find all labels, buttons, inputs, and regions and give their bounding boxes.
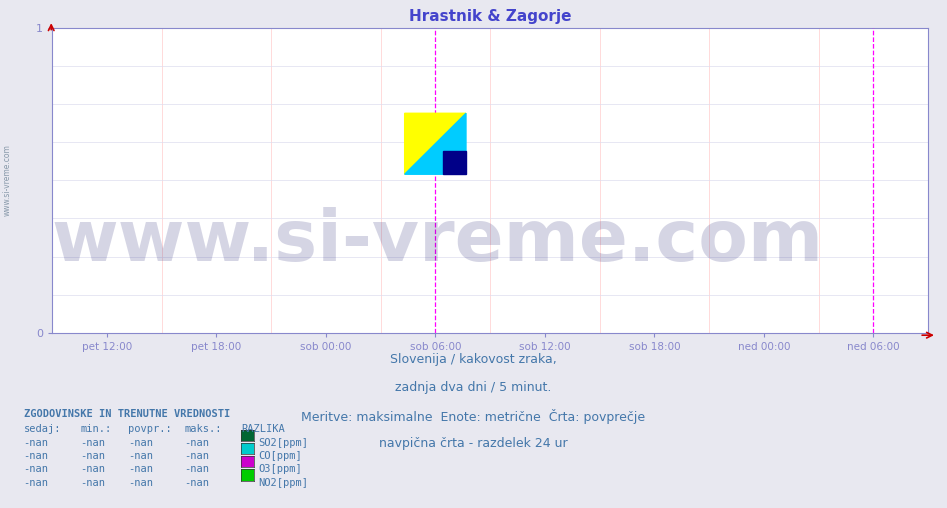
Text: -nan: -nan — [24, 464, 48, 474]
Text: ZGODOVINSKE IN TRENUTNE VREDNOSTI: ZGODOVINSKE IN TRENUTNE VREDNOSTI — [24, 409, 230, 419]
Text: min.:: min.: — [80, 424, 112, 434]
Text: -nan: -nan — [24, 451, 48, 461]
Text: -nan: -nan — [24, 478, 48, 488]
Text: -nan: -nan — [185, 438, 209, 448]
Bar — [443, 151, 466, 174]
Text: zadnja dva dni / 5 minut.: zadnja dva dni / 5 minut. — [395, 381, 552, 394]
Text: -nan: -nan — [24, 438, 48, 448]
Text: www.si-vreme.com: www.si-vreme.com — [3, 144, 12, 216]
Text: Meritve: maksimalne  Enote: metrične  Črta: povprečje: Meritve: maksimalne Enote: metrične Črta… — [301, 409, 646, 424]
Text: -nan: -nan — [185, 478, 209, 488]
Polygon shape — [404, 113, 466, 174]
Text: -nan: -nan — [128, 438, 152, 448]
Text: navpična črta - razdelek 24 ur: navpična črta - razdelek 24 ur — [379, 437, 568, 450]
Text: povpr.:: povpr.: — [128, 424, 171, 434]
Text: -nan: -nan — [128, 451, 152, 461]
Text: -nan: -nan — [80, 464, 105, 474]
Title: Hrastnik & Zagorje: Hrastnik & Zagorje — [409, 9, 571, 24]
Text: -nan: -nan — [80, 438, 105, 448]
Text: www.si-vreme.com: www.si-vreme.com — [51, 207, 824, 276]
Text: Slovenija / kakovost zraka,: Slovenija / kakovost zraka, — [390, 353, 557, 366]
Text: NO2[ppm]: NO2[ppm] — [259, 478, 309, 488]
Text: maks.:: maks.: — [185, 424, 223, 434]
Text: -nan: -nan — [185, 451, 209, 461]
Text: SO2[ppm]: SO2[ppm] — [259, 438, 309, 448]
Text: -nan: -nan — [128, 464, 152, 474]
Text: -nan: -nan — [80, 478, 105, 488]
Text: O3[ppm]: O3[ppm] — [259, 464, 302, 474]
Text: -nan: -nan — [128, 478, 152, 488]
Text: -nan: -nan — [185, 464, 209, 474]
Text: -nan: -nan — [80, 451, 105, 461]
Text: CO[ppm]: CO[ppm] — [259, 451, 302, 461]
Text: RAZLIKA: RAZLIKA — [241, 424, 285, 434]
Text: sedaj:: sedaj: — [24, 424, 62, 434]
Polygon shape — [404, 113, 466, 174]
